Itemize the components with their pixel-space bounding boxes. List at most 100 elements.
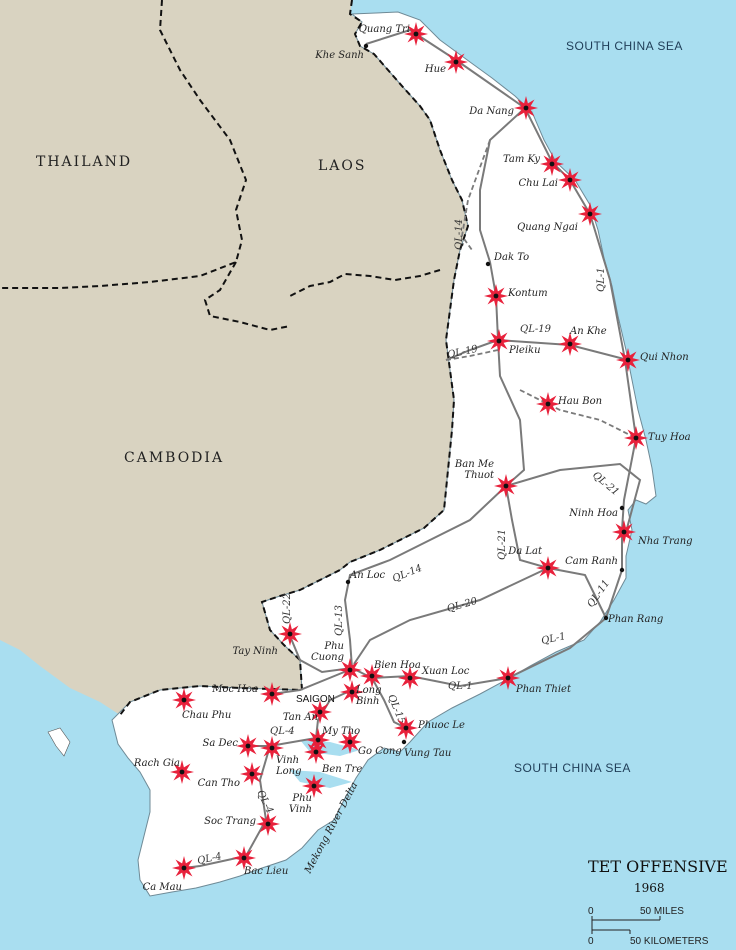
place-marker: Xuan Loc [398, 666, 470, 690]
roads-dashed [445, 139, 637, 439]
place-marker: Chau Phu [172, 688, 231, 721]
place-marker: An Loc [345, 570, 386, 585]
place-label: Quang Tri [359, 24, 410, 35]
scale-km-label: 50 KILOMETERS [630, 936, 709, 947]
place-marker: Moc Hoa [211, 682, 284, 706]
place-marker: Chu Lai [518, 168, 582, 192]
place-label: Bien Hoa [373, 660, 421, 671]
town-dot [181, 865, 187, 871]
town-dot [181, 697, 187, 703]
town-dot [265, 821, 271, 827]
place-label: Ban Me Thuot [454, 459, 495, 481]
place-marker: Rach Gia [133, 758, 194, 784]
country-label-thailand: THAILAND [36, 154, 132, 170]
place-marker: Hau Bon [536, 392, 602, 416]
scale-bar: 0 50 MILES 0 50 KILOMETERS [588, 906, 709, 947]
town-dot [567, 177, 573, 183]
place-marker: Khe Sanh [314, 43, 369, 61]
place-label: Rach Gia [133, 758, 180, 769]
place-label: Vinh Long [275, 755, 302, 777]
place-label: Tam Ky [503, 154, 540, 165]
town-dot [523, 105, 529, 111]
map-title: TET OFFENSIVE [588, 857, 728, 876]
town-dot [249, 771, 255, 777]
place-label: Dak To [493, 252, 529, 263]
town-dot [313, 749, 319, 755]
saigon-label: SAIGON [296, 694, 335, 705]
place-label: Ben Tre [321, 764, 362, 775]
place-marker: Can Tho [198, 762, 264, 789]
place-label: Qui Nhon [640, 352, 689, 363]
place-label: Cam Ranh [565, 556, 618, 567]
road-label: QL-22 [282, 593, 293, 624]
place-label: Hue [424, 64, 446, 75]
place-marker: Phu Vinh [289, 774, 326, 815]
scale-zero-miles: 0 [588, 906, 594, 917]
place-marker: Phan Rang [603, 614, 663, 625]
place-label: Xuan Loc [421, 666, 470, 677]
place-label: Sa Dec [202, 738, 238, 749]
scale-miles-label: 50 MILES [640, 906, 684, 917]
place-label: Nha Trang [637, 536, 693, 547]
road-label: QL-13 [334, 605, 345, 636]
place-marker: Tuy Hoa [624, 426, 691, 450]
place-marker: My Tho [306, 726, 360, 752]
town-dot [349, 689, 355, 695]
road-label: QL-4 [270, 726, 295, 737]
place-label: Da Nang [468, 106, 514, 117]
place-marker: Soc Trang [204, 812, 280, 836]
place-marker: Cam Ranh [565, 556, 625, 573]
town-dot [345, 579, 351, 585]
town-dot [485, 261, 491, 267]
town-dot [619, 505, 625, 511]
town-dot [545, 565, 551, 571]
road-label: QL-1 [596, 267, 607, 292]
place-marker: Tan An [283, 700, 332, 724]
town-dot [241, 855, 247, 861]
town-dot [603, 615, 609, 621]
place-marker: Sa Dec [202, 734, 260, 758]
town-dot [363, 43, 369, 49]
place-marker: Ninh Hoa [568, 505, 625, 519]
place-marker: Tam Ky [503, 152, 564, 176]
place-label: Hau Bon [557, 396, 602, 407]
road-label: QL-14 [454, 219, 465, 250]
town-dot [619, 567, 625, 573]
place-marker: Phan Thiet [496, 666, 572, 695]
town-dot [407, 675, 413, 681]
town-dot [625, 357, 631, 363]
town-dot [567, 341, 573, 347]
road-label: QL-1 [540, 631, 566, 647]
place-label: Tuy Hoa [648, 432, 691, 443]
town-dot [317, 709, 323, 715]
place-label: Chu Lai [518, 178, 558, 189]
town-dot [347, 739, 353, 745]
town-dot [269, 745, 275, 751]
place-marker: Dak To [485, 252, 529, 267]
town-dot [496, 338, 502, 344]
sea-label-north: SOUTH CHINA SEA [566, 39, 683, 53]
roads [183, 28, 642, 869]
town-dot [549, 161, 555, 167]
country-label-laos: LAOS [318, 158, 366, 174]
island [47, 727, 71, 757]
town-dot [621, 529, 627, 535]
town-dot [179, 769, 185, 775]
place-marker: Ban Me Thuot [454, 459, 518, 498]
town-dot [633, 435, 639, 441]
place-label: Ca Mau [143, 882, 182, 893]
road-label: QL-21 [497, 529, 508, 560]
place-label: Tan An [283, 712, 318, 723]
town-dot [413, 31, 419, 37]
place-marker: Hue [424, 50, 468, 75]
place-marker: Vinh Long [260, 736, 302, 777]
town-dot [403, 725, 409, 731]
place-label: An Khe [569, 326, 607, 337]
place-label: Bac Lieu [243, 866, 288, 877]
place-label: Quang Ngai [517, 222, 578, 233]
place-marker: Bac Lieu [232, 846, 288, 877]
town-dot [315, 737, 321, 743]
place-label: Phuoc Le [417, 720, 465, 731]
place-label: Phu Cuong [311, 641, 344, 663]
town-dot [269, 691, 275, 697]
